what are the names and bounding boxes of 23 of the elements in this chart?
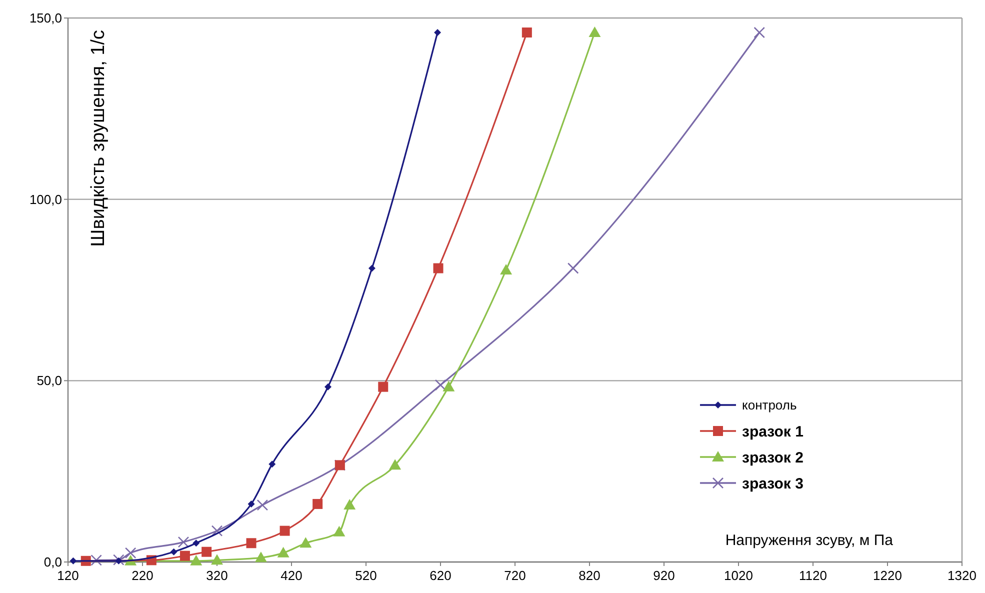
- x-tick-label: 620: [430, 568, 452, 583]
- x-tick-label: 720: [504, 568, 526, 583]
- y-axis-title: Швидкість зрушення, 1/с: [88, 30, 109, 247]
- legend-label: зразок 1: [742, 423, 804, 440]
- x-tick-label: 220: [132, 568, 154, 583]
- x-tick-label: 120: [57, 568, 79, 583]
- y-tick-label: 0,0: [44, 554, 62, 570]
- y-tick-label: 100,0: [29, 192, 62, 207]
- x-tick-label: 420: [280, 568, 302, 583]
- legend-label: контроль: [742, 398, 797, 413]
- y-tick-label: 150,0: [29, 10, 62, 26]
- x-tick-label: 520: [355, 568, 377, 583]
- x-tick-label: 820: [578, 568, 600, 583]
- x-tick-label: 920: [653, 568, 675, 583]
- x-tick-label: 1120: [799, 568, 827, 583]
- x-axis-title: Напруження зсуву, м Па: [725, 532, 894, 549]
- x-tick-label: 1220: [873, 568, 902, 583]
- x-tick-label: 1020: [724, 568, 753, 583]
- legend-label: зразок 3: [742, 475, 804, 492]
- legend-label: зразок 2: [742, 449, 804, 466]
- x-tick-label: 1320: [948, 568, 976, 583]
- x-tick-label: 320: [206, 568, 228, 583]
- y-tick-label: 50,0: [36, 373, 62, 388]
